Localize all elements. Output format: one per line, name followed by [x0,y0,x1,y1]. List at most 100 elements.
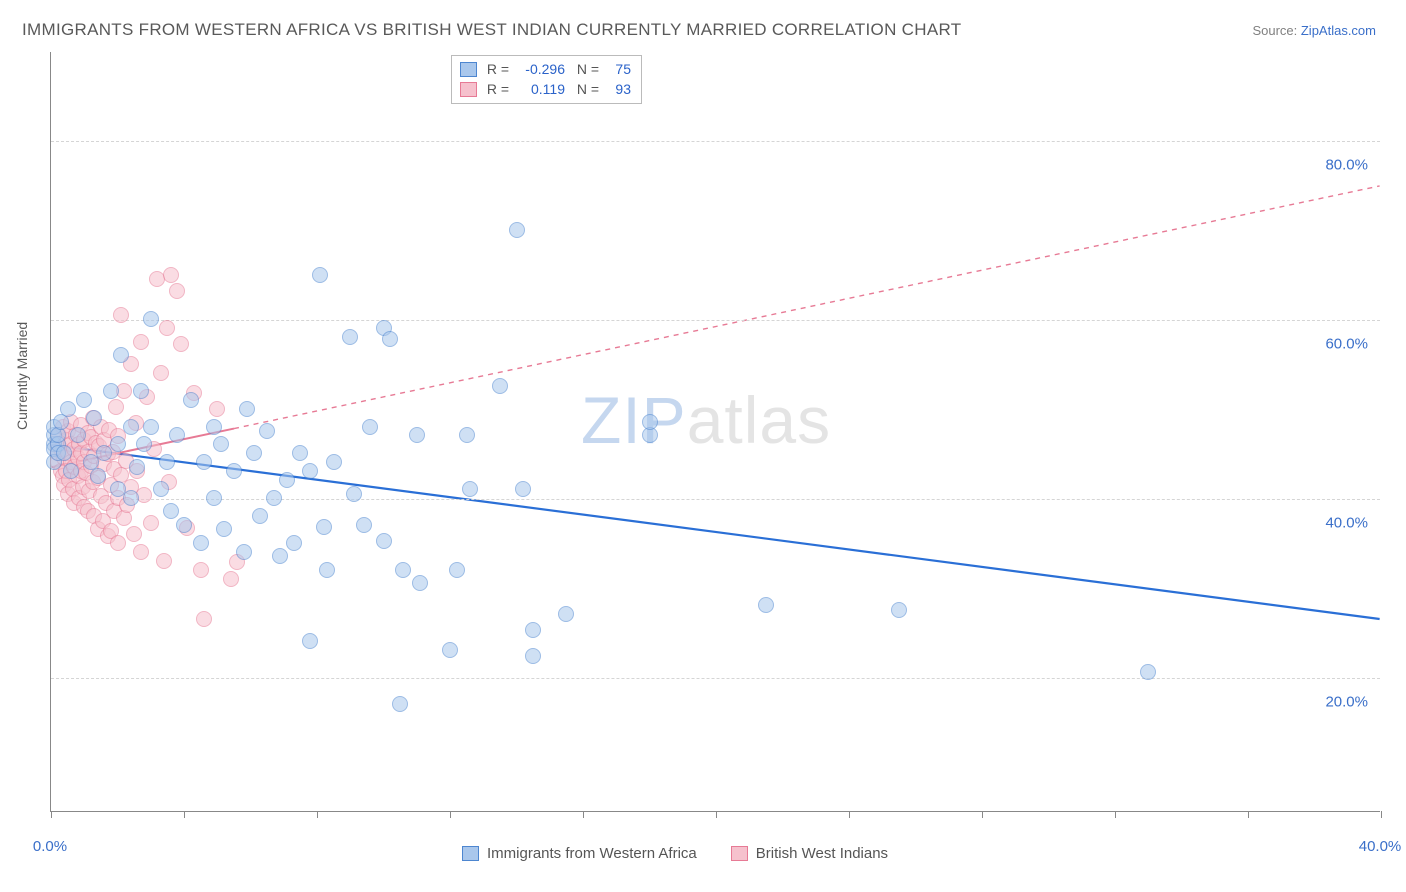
chart: Currently Married ZIPatlas R =-0.296N =7… [22,50,1382,840]
data-point [302,463,318,479]
data-point [395,562,411,578]
source-link[interactable]: ZipAtlas.com [1301,23,1376,38]
data-point [442,642,458,658]
data-point [246,445,262,461]
data-point [143,419,159,435]
data-point [123,419,139,435]
data-point [196,454,212,470]
data-point [462,481,478,497]
data-point [213,436,229,452]
x-tick-label: 40.0% [1359,838,1402,855]
data-point [382,331,398,347]
data-point [159,320,175,336]
data-point [193,562,209,578]
x-tick [982,811,983,818]
data-point [292,445,308,461]
data-point [110,535,126,551]
stats-row: R =-0.296N =75 [460,59,631,79]
data-point [50,427,66,443]
data-point [209,401,225,417]
y-tick-label: 60.0% [1325,336,1368,353]
data-point [108,399,124,415]
legend-item: British West Indians [731,845,888,862]
trend-lines [51,52,1380,811]
data-point [196,611,212,627]
data-point [279,472,295,488]
data-point [891,602,907,618]
data-point [1140,664,1156,680]
swatch-icon [460,82,477,97]
data-point [259,423,275,439]
source-label: Source: ZipAtlas.com [1252,23,1376,38]
x-tick [1248,811,1249,818]
y-tick-label: 40.0% [1325,515,1368,532]
data-point [412,575,428,591]
data-point [252,508,268,524]
data-point [70,427,86,443]
data-point [449,562,465,578]
data-point [193,535,209,551]
data-point [326,454,342,470]
stats-row: R =0.119N =93 [460,79,631,99]
data-point [362,419,378,435]
data-point [206,490,222,506]
swatch-icon [731,846,748,861]
data-point [272,548,288,564]
series-legend: Immigrants from Western Africa British We… [462,845,888,862]
y-tick-label: 80.0% [1325,157,1368,174]
data-point [143,311,159,327]
data-point [302,633,318,649]
data-point [103,383,119,399]
data-point [409,427,425,443]
data-point [56,445,72,461]
data-point [342,329,358,345]
data-point [356,517,372,533]
data-point [183,392,199,408]
gridline [51,499,1380,500]
data-point [133,334,149,350]
x-tick [450,811,451,818]
data-point [558,606,574,622]
legend-item: Immigrants from Western Africa [462,845,697,862]
x-tick [1381,811,1382,818]
data-point [159,454,175,470]
data-point [286,535,302,551]
data-point [163,267,179,283]
data-point [346,486,362,502]
data-point [312,267,328,283]
data-point [642,414,658,430]
data-point [60,401,76,417]
data-point [492,378,508,394]
gridline [51,320,1380,321]
swatch-icon [460,62,477,77]
data-point [758,597,774,613]
data-point [266,490,282,506]
data-point [133,544,149,560]
data-point [133,383,149,399]
data-point [239,401,255,417]
data-point [136,436,152,452]
data-point [169,283,185,299]
data-point [515,481,531,497]
data-point [319,562,335,578]
x-tick-label: 0.0% [33,838,67,855]
swatch-icon [462,846,479,861]
data-point [76,392,92,408]
data-point [156,553,172,569]
header: IMMIGRANTS FROM WESTERN AFRICA VS BRITIS… [0,0,1406,44]
x-tick [184,811,185,818]
data-point [86,410,102,426]
data-point [226,463,242,479]
data-point [153,365,169,381]
x-tick [317,811,318,818]
data-point [525,648,541,664]
y-tick-label: 20.0% [1325,693,1368,710]
data-point [123,490,139,506]
x-tick [583,811,584,818]
data-point [153,481,169,497]
stats-legend: R =-0.296N =75R =0.119N =93 [451,55,642,104]
data-point [113,347,129,363]
watermark: ZIPatlas [581,382,831,458]
plot-area: ZIPatlas R =-0.296N =75R =0.119N =93 20.… [50,52,1380,812]
data-point [129,459,145,475]
